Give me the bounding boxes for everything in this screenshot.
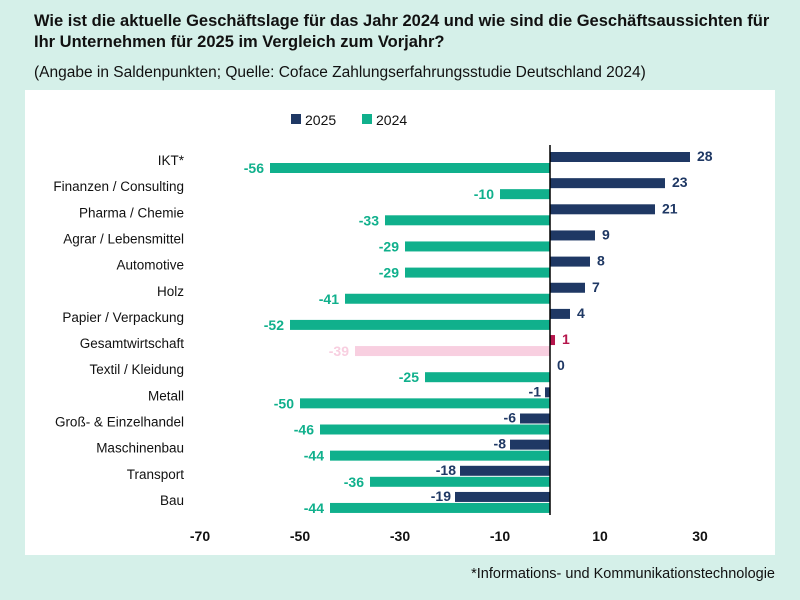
x-tick-label: 10 — [592, 528, 608, 544]
data-label-2024: -52 — [264, 317, 284, 333]
bar-2024 — [405, 267, 550, 278]
bar-2024 — [270, 163, 550, 173]
bar-2024 — [355, 346, 550, 357]
bar-2025 — [550, 308, 570, 319]
bar-2025 — [550, 335, 555, 346]
bar-2025 — [455, 491, 550, 502]
category-label: Papier / Verpackung — [62, 310, 184, 325]
category-label: Pharma / Chemie — [79, 205, 184, 220]
category-label: Transport — [127, 467, 185, 482]
bar-2024 — [425, 372, 550, 383]
data-label-2025: 28 — [697, 148, 713, 164]
bar-2025 — [520, 413, 550, 424]
x-tick-label: -30 — [390, 528, 410, 544]
bar-2025 — [460, 465, 550, 476]
x-tick-label: -50 — [290, 528, 310, 544]
data-label-2025: 7 — [592, 279, 600, 295]
data-label-2025: 4 — [577, 305, 585, 321]
bar-2025 — [550, 230, 595, 241]
bar-2025 — [550, 282, 585, 293]
bar-2025 — [550, 256, 590, 267]
data-label-2025: 9 — [602, 226, 610, 242]
data-label-2024: -25 — [399, 369, 419, 385]
x-tick-label: -70 — [190, 528, 210, 544]
data-label-2024: -46 — [294, 422, 314, 438]
bar-2025 — [545, 387, 550, 398]
data-label-2025: 0 — [557, 357, 565, 373]
data-label-2025: 8 — [597, 253, 605, 269]
data-label-2024: -50 — [274, 395, 294, 411]
bar-2024 — [320, 424, 550, 435]
category-label: Textil / Kleidung — [89, 362, 184, 377]
data-label-2025: -8 — [494, 436, 507, 452]
bar-2024 — [345, 293, 550, 304]
data-label-2024: -10 — [474, 186, 494, 202]
data-label-2025: 1 — [562, 331, 570, 347]
data-label-2025: -6 — [504, 410, 517, 426]
chart-subtitle: (Angabe in Saldenpunkten; Quelle: Coface… — [34, 64, 646, 81]
data-label-2025: -19 — [431, 488, 451, 504]
bar-2024 — [330, 502, 550, 513]
category-label: IKT* — [158, 153, 185, 168]
data-label-2025: -18 — [436, 462, 456, 478]
category-label: Automotive — [116, 258, 184, 273]
bar-2024 — [300, 398, 550, 409]
chart-title: Wie ist die aktuelle Geschäftslage für d… — [34, 12, 770, 51]
bar-2025 — [550, 152, 690, 162]
legend-swatch-2024 — [362, 114, 372, 124]
category-label: Gesamtwirtschaft — [80, 336, 185, 351]
data-label-2025: 21 — [662, 200, 678, 216]
x-tick-label: -10 — [490, 528, 510, 544]
bar-2024 — [330, 450, 550, 461]
category-label: Groß- & Einzelhandel — [55, 415, 184, 430]
data-label-2024: -56 — [244, 160, 264, 176]
bar-2024 — [370, 476, 550, 487]
bar-2024 — [405, 241, 550, 252]
legend-label-2025: 2025 — [305, 112, 336, 128]
data-label-2024: -41 — [319, 291, 339, 307]
data-label-2025: 23 — [672, 174, 688, 190]
data-label-2024: -39 — [329, 343, 349, 359]
footnote: *Informations- und Kommunikationstechnol… — [471, 566, 775, 582]
data-label-2024: -36 — [344, 474, 364, 490]
bar-2025 — [550, 204, 655, 215]
data-label-2024: -33 — [359, 212, 379, 228]
data-label-2024: -29 — [379, 238, 399, 254]
legend-swatch-2025 — [291, 114, 301, 124]
data-label-2024: -44 — [304, 448, 324, 464]
data-label-2024: -44 — [304, 500, 324, 516]
category-label: Metall — [148, 388, 184, 403]
data-label-2025: -1 — [529, 383, 542, 399]
category-label: Agrar / Lebensmittel — [63, 231, 184, 246]
category-label: Finanzen / Consulting — [53, 179, 184, 194]
x-tick-label: 30 — [692, 528, 708, 544]
category-label: Bau — [160, 493, 184, 508]
bar-2025 — [510, 439, 550, 450]
category-label: Maschinenbau — [96, 441, 184, 456]
bar-2024 — [290, 319, 550, 330]
bar-2024 — [500, 189, 550, 200]
data-label-2024: -29 — [379, 265, 399, 281]
legend-label-2024: 2024 — [376, 112, 407, 128]
category-label: Holz — [157, 284, 184, 299]
bar-2024 — [385, 215, 550, 226]
bar-2025 — [550, 178, 665, 189]
